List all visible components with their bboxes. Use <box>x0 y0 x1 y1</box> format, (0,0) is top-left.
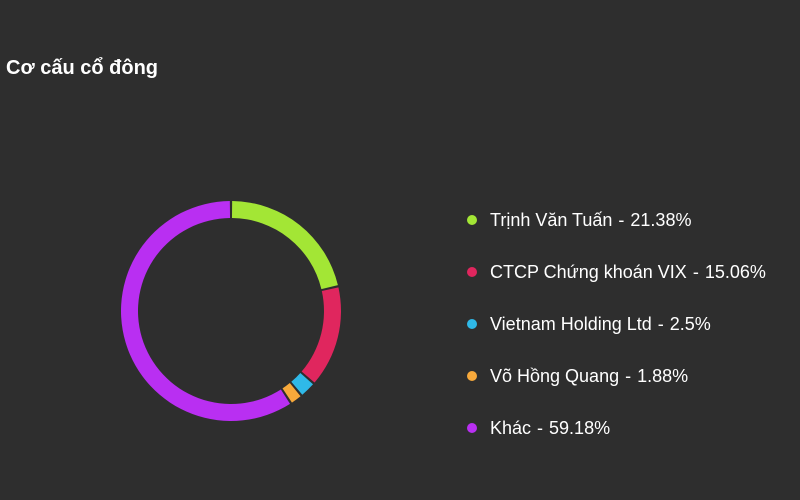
legend-separator: - <box>537 417 544 438</box>
legend-dot-icon <box>467 319 477 329</box>
legend-separator: - <box>625 365 632 386</box>
legend-value: 1.88% <box>637 365 689 386</box>
legend-value: 15.06% <box>704 261 766 282</box>
legend-item-3[interactable]: Võ Hồng Quang -1.88% <box>467 350 766 402</box>
legend-dot-icon <box>467 215 477 225</box>
legend-item-1[interactable]: CTCP Chứng khoán VIX -15.06% <box>467 246 766 298</box>
legend-item-2[interactable]: Vietnam Holding Ltd -2.5% <box>467 298 766 350</box>
legend-label: Võ Hồng Quang <box>490 365 620 386</box>
legend-label: Khác <box>490 417 532 438</box>
legend-item-4[interactable]: Khác -59.18% <box>467 402 766 454</box>
legend-value: 21.38% <box>630 209 692 230</box>
chart-title: Cơ cấu cổ đông <box>6 57 159 79</box>
legend-item-0[interactable]: Trịnh Văn Tuấn -21.38% <box>467 194 766 246</box>
pie-slice-4[interactable] <box>120 201 291 422</box>
pie-slice-3[interactable] <box>282 383 301 403</box>
legend-dot-icon <box>467 267 477 277</box>
legend-value: 59.18% <box>549 417 611 438</box>
pie-slice-1[interactable] <box>301 287 342 383</box>
legend-label: Trịnh Văn Tuấn <box>490 209 613 230</box>
pie-slice-0[interactable] <box>231 201 338 290</box>
legend-dot-icon <box>467 423 477 433</box>
pie-slice-2[interactable] <box>291 372 314 395</box>
legend-label: Vietnam Holding Ltd <box>490 313 652 334</box>
legend-label: CTCP Chứng khoán VIX <box>490 261 687 282</box>
chart-legend: Trịnh Văn Tuấn -21.38% CTCP Chứng khoán VI… <box>467 194 766 454</box>
legend-dot-icon <box>467 371 477 381</box>
legend-separator: - <box>657 313 664 334</box>
legend-value: 2.5% <box>669 313 711 334</box>
legend-separator: - <box>618 209 625 230</box>
legend-separator: - <box>692 261 699 282</box>
